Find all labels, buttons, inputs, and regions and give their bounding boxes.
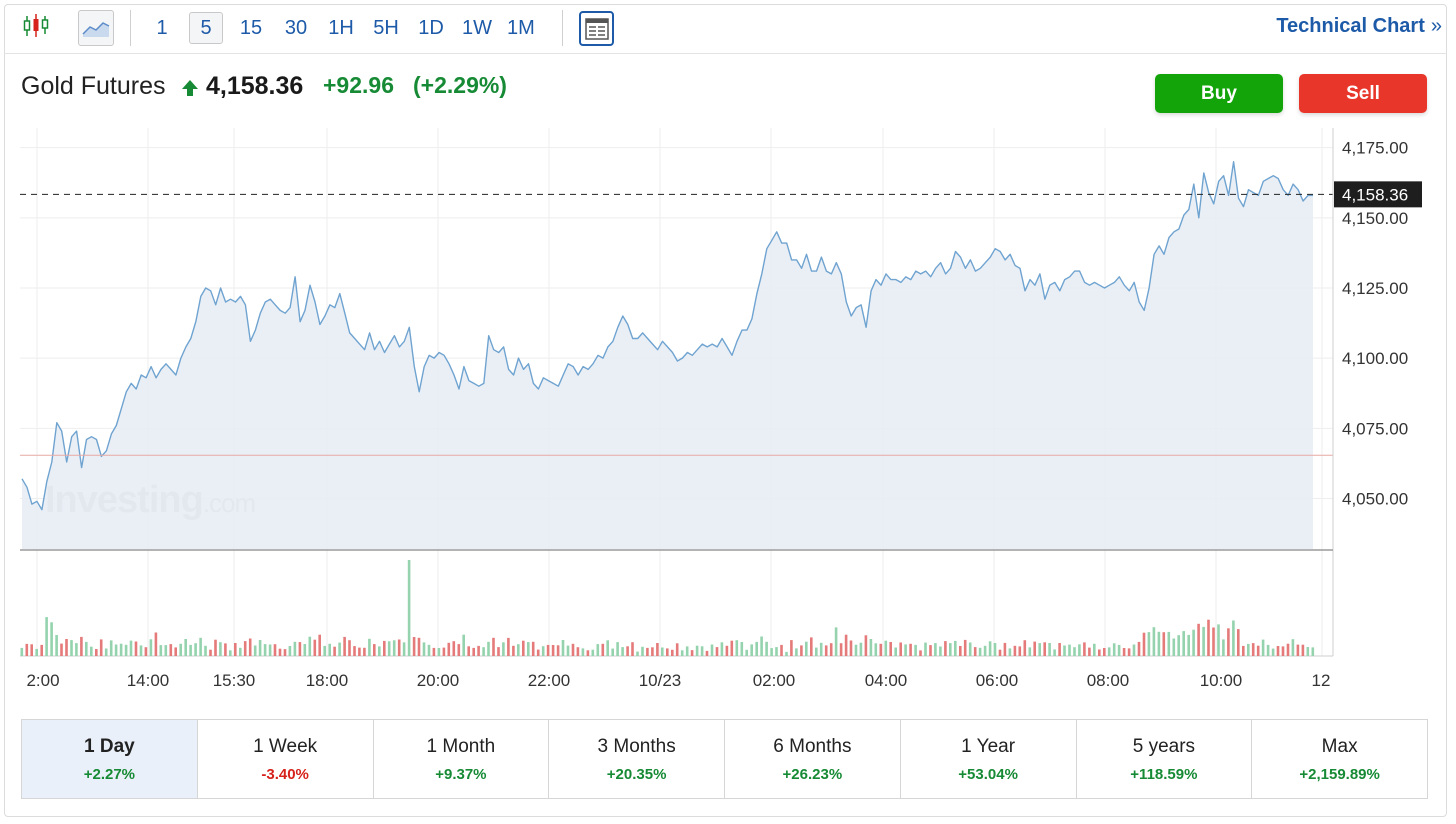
period-performance-tabs: 1 Day +2.27% 1 Week -3.40% 1 Month +9.37% 3 Mo…: [21, 719, 1428, 799]
period-change: +2.27%: [83, 765, 136, 783]
period-change: +53.04%: [958, 765, 1018, 783]
period-change: +118.59%: [1130, 765, 1198, 783]
timeframe-1h[interactable]: 1H: [328, 16, 354, 39]
chevron-double-right-icon: »: [1430, 15, 1442, 37]
toolbar-divider: [130, 10, 131, 46]
period-change: +20.35%: [606, 765, 667, 783]
period-label: 6 Months: [773, 735, 852, 757]
period-tab-6-months[interactable]: 6 Months +26.23%: [725, 720, 901, 798]
period-change: +26.23%: [782, 765, 843, 783]
timeframe-1w[interactable]: 1W: [462, 16, 492, 39]
period-label: 1 Year: [961, 735, 1016, 757]
area-chart-icon[interactable]: [78, 10, 114, 46]
timeframe-30[interactable]: 30: [284, 16, 308, 39]
period-tab-1-month[interactable]: 1 Month +9.37%: [374, 720, 550, 798]
timeframe-1d[interactable]: 1D: [418, 16, 444, 39]
price-change-percent: (+2.29%): [413, 72, 507, 98]
period-change: -3.40%: [261, 765, 309, 783]
chart-plot-area[interactable]: [20, 128, 1333, 658]
widget-frame: [4, 4, 1447, 817]
period-tab-max[interactable]: Max +2,159.89%: [1252, 720, 1427, 798]
chart-toolbar: [4, 4, 1447, 54]
period-label: Max: [1321, 735, 1358, 757]
candlestick-icon[interactable]: [20, 10, 52, 42]
period-change: +2,159.89%: [1299, 765, 1380, 783]
toolbar-divider: [562, 10, 563, 46]
timeframe-5h[interactable]: 5H: [373, 16, 399, 39]
timeframe-5[interactable]: 5: [189, 12, 223, 44]
technical-chart-link[interactable]: Technical Chart»: [1276, 15, 1442, 38]
arrow-up-icon: [180, 78, 200, 103]
period-change: +9.37%: [435, 765, 487, 783]
period-label: 1 Week: [253, 735, 318, 757]
period-tab-1-year[interactable]: 1 Year +53.04%: [901, 720, 1077, 798]
period-label: 5 years: [1132, 735, 1196, 757]
period-tab-1-week[interactable]: 1 Week -3.40%: [198, 720, 374, 798]
full-view-icon[interactable]: [579, 11, 614, 46]
buy-button[interactable]: Buy: [1155, 74, 1283, 113]
technical-chart-label: Technical Chart: [1276, 15, 1425, 37]
price-change: +92.96: [323, 72, 394, 98]
period-tab-3-months[interactable]: 3 Months +20.35%: [549, 720, 725, 798]
last-price: 4,158.36: [206, 72, 304, 100]
period-tab-1-day[interactable]: 1 Day +2.27%: [22, 720, 198, 798]
period-label: 1 Day: [84, 735, 135, 757]
instrument-name: Gold Futures: [21, 72, 166, 100]
sell-button[interactable]: Sell: [1299, 74, 1427, 113]
period-label: 1 Month: [426, 735, 496, 757]
timeframe-1m[interactable]: 1M: [507, 16, 535, 39]
period-tab-5-years[interactable]: 5 years +118.59%: [1077, 720, 1253, 798]
period-label: 3 Months: [597, 735, 676, 757]
timeframe-1[interactable]: 1: [156, 16, 168, 39]
timeframe-15[interactable]: 15: [239, 16, 263, 39]
